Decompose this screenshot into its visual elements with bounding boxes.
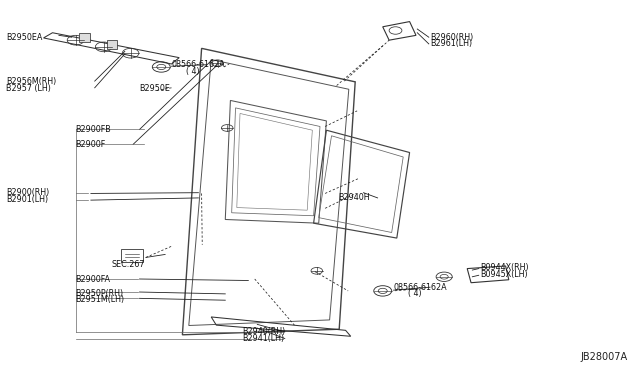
Text: B0944X(RH): B0944X(RH)	[480, 263, 529, 272]
Text: B2940H: B2940H	[338, 193, 369, 202]
Text: 08566-6162A: 08566-6162A	[394, 283, 447, 292]
Text: B2901(LH): B2901(LH)	[6, 195, 49, 204]
FancyBboxPatch shape	[107, 40, 117, 49]
FancyBboxPatch shape	[79, 33, 90, 42]
Text: B0945X(LH): B0945X(LH)	[480, 270, 527, 279]
Text: B2900(RH): B2900(RH)	[6, 188, 50, 197]
Text: ( 4): ( 4)	[408, 289, 422, 298]
Text: B2900F: B2900F	[76, 140, 106, 149]
Text: B2960(RH): B2960(RH)	[430, 33, 474, 42]
Text: B2941(LH): B2941(LH)	[242, 334, 284, 343]
Text: JB28007A: JB28007A	[580, 352, 627, 362]
Text: B2950E: B2950E	[140, 84, 170, 93]
Text: B2900FB: B2900FB	[76, 125, 111, 134]
Text: B2900FA: B2900FA	[76, 275, 111, 283]
Text: SEC.267: SEC.267	[112, 260, 145, 269]
Text: 08566-6162A: 08566-6162A	[172, 60, 225, 69]
Text: ( 4): ( 4)	[186, 67, 199, 76]
Text: B2950EA: B2950EA	[6, 33, 43, 42]
Text: B2940(RH): B2940(RH)	[242, 327, 285, 336]
Text: B2961(LH): B2961(LH)	[430, 39, 472, 48]
Text: B2956M(RH): B2956M(RH)	[6, 77, 57, 86]
Text: B2951M(LH): B2951M(LH)	[76, 295, 125, 304]
Text: B2950P(RH): B2950P(RH)	[76, 289, 124, 298]
Text: B2957 (LH): B2957 (LH)	[6, 84, 51, 93]
